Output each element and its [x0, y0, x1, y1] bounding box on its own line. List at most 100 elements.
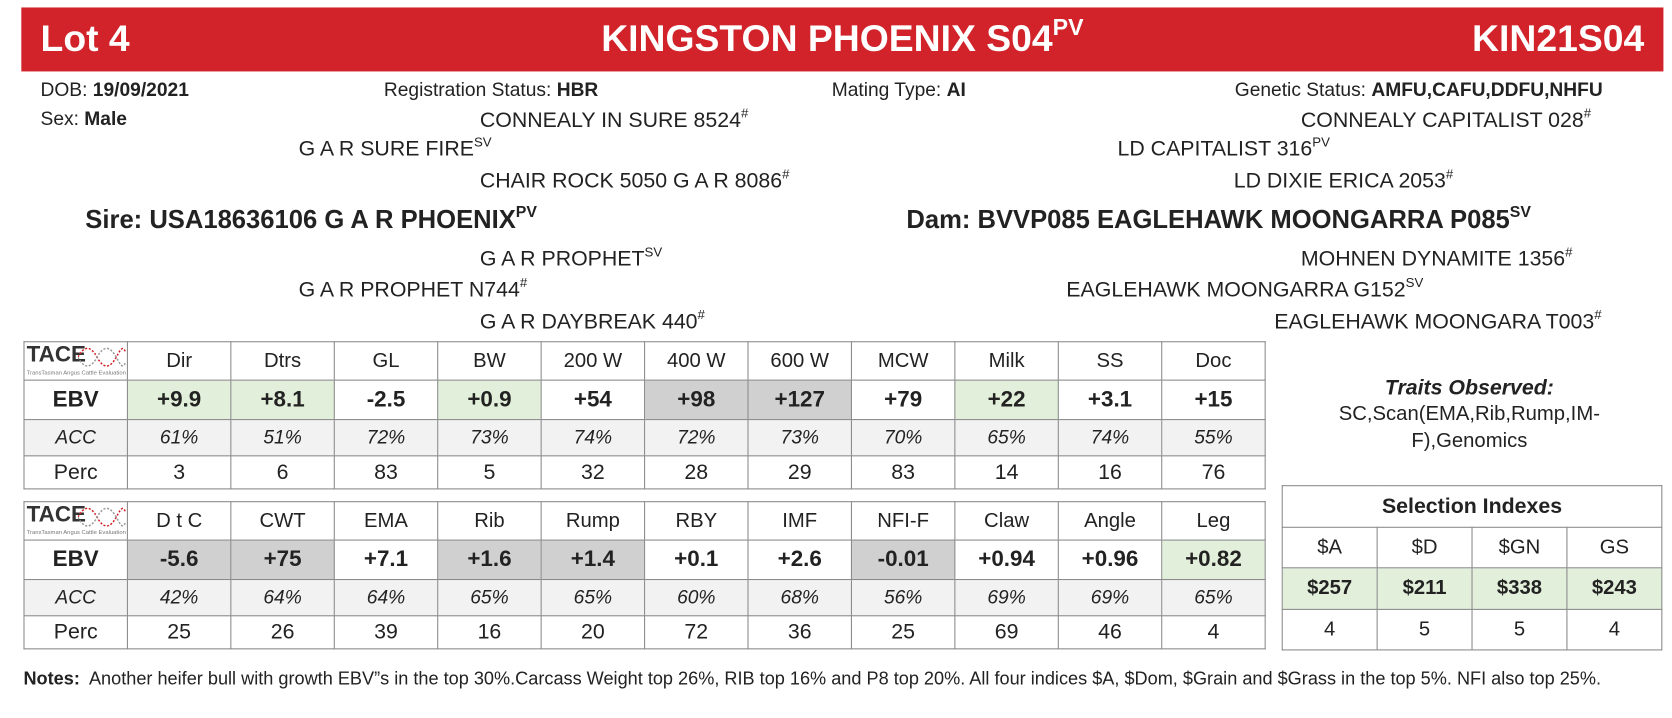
notes: Notes: Another heifer bull with growth E…: [23, 666, 1665, 692]
header-row: TACE TransTasman Angus Cattle Evaluation D…: [23, 341, 1266, 381]
selection-title-row: Selection Indexes: [1281, 485, 1663, 528]
pedigree-entry: MOHNEN DYNAMITE 1356#: [1301, 245, 1573, 272]
pedigree-name: CONNEALY IN SURE 8524: [479, 108, 741, 133]
pedigree-entry: G A R DAYBREAK 440#: [479, 308, 705, 335]
genetic-label: Genetic Status:: [1234, 78, 1367, 101]
value-cell: 39: [333, 615, 439, 650]
pedigree-label: Sire:: [85, 205, 143, 235]
column-header: EMA: [333, 501, 439, 541]
pedigree-name: G A R DAYBREAK 440: [479, 310, 698, 334]
column-header: Dir: [126, 341, 232, 381]
value-cell: 28: [644, 455, 749, 490]
value-cell: 72%: [644, 419, 749, 457]
column-header: D t C: [126, 501, 232, 541]
perc-cell: 4: [1566, 608, 1663, 651]
lot-number: Lot 4: [40, 18, 130, 60]
column-header: Rump: [540, 501, 646, 541]
ebv-row: EBV -5.6 +75 +7.1 +1.6 +1.4 +0.1 +2.6 -0.01 +0.94…: [23, 539, 1266, 581]
pedigree-entry: G A R PROPHETSV: [480, 245, 662, 272]
value-cell: +22: [954, 379, 1059, 421]
pedigree-entry: EAGLEHAWK MOONGARRA G152SV: [1066, 276, 1423, 303]
value-cell: +79: [850, 379, 956, 421]
perc-cell: 5: [1376, 608, 1473, 651]
pedigree-suffix: SV: [473, 134, 492, 150]
value-cell: +7.1: [333, 539, 439, 581]
value-cell: 65%: [437, 579, 542, 617]
column-header: GS: [1566, 526, 1663, 569]
row-label: Perc: [23, 455, 128, 490]
pedigree-name: USA18636106 G A R PHOENIX: [149, 205, 516, 235]
mating-value: AI: [946, 78, 966, 101]
genetic: Genetic Status: AMFU,CAFU,DDFU,NHFU: [1235, 79, 1603, 101]
column-header: Angle: [1057, 501, 1163, 541]
value-cell: +0.96: [1057, 539, 1163, 581]
pedigree-name: CHAIR ROCK 5050 G A R 8086: [479, 169, 783, 194]
value-cell: 72: [644, 615, 749, 650]
value-cell: +0.9: [437, 379, 542, 421]
pedigree-entry: CONNEALY IN SURE 8524#: [479, 105, 749, 134]
tace-logo: TACE TransTasman Angus Cattle Evaluation: [23, 501, 128, 541]
value-cell: +127: [747, 379, 852, 421]
value-cell: 55%: [1161, 419, 1266, 457]
column-header: Leg: [1161, 501, 1266, 541]
value-cell: +9.9: [126, 379, 232, 421]
value-cell: +98: [644, 379, 749, 421]
value-cell: 76: [1161, 455, 1266, 490]
header-row: TACE TransTasman Angus Cattle Evaluation D…: [23, 501, 1266, 541]
value-cell: +0.82: [1161, 539, 1266, 581]
value-cell: $257: [1281, 567, 1378, 610]
column-header: $D: [1376, 526, 1473, 569]
pedigree-entry: Dam: BVVP085 EAGLEHAWK MOONGARRA P085SV: [906, 205, 1531, 236]
pedigree-suffix: #: [782, 166, 790, 182]
dob: DOB: 19/09/2021: [41, 79, 189, 101]
value-cell: 29: [747, 455, 852, 490]
value-cell: 3: [126, 455, 232, 490]
row-label: ACC: [23, 419, 128, 457]
column-header: Milk: [954, 341, 1059, 381]
value-cell: 69%: [1057, 579, 1163, 617]
column-header: IMF: [747, 501, 852, 541]
value-cell: 36: [747, 615, 852, 650]
pedigree-entry: G A R SURE FIRESV: [299, 134, 492, 163]
column-header: Dtrs: [230, 341, 335, 381]
value-cell: 65%: [540, 579, 646, 617]
ebv-row: Perc 3 6 83 5 32 28 29 83 14 16 76: [23, 455, 1266, 490]
value-cell: 70%: [850, 419, 956, 457]
column-header: RBY: [644, 501, 749, 541]
column-header: 600 W: [747, 341, 852, 381]
traits-text: SC,Scan(EMA,Rib,Rump,IM-F),Genomics: [1338, 403, 1600, 453]
value-cell: 68%: [747, 579, 852, 617]
value-cell: 73%: [437, 419, 542, 457]
pedigree-entry: G A R PROPHET N744#: [299, 276, 528, 303]
pedigree-entry: CONNEALY CAPITALIST 028#: [1301, 105, 1592, 134]
registration-label: Registration Status:: [383, 78, 552, 101]
value-cell: +54: [540, 379, 646, 421]
value-cell: $243: [1566, 567, 1663, 610]
pedigree-suffix: #: [740, 105, 749, 121]
column-header: Doc: [1161, 341, 1266, 381]
value-cell: 25: [850, 615, 956, 650]
pedigree-entry: LD DIXIE ERICA 2053#: [1234, 168, 1454, 195]
logo-graphic: [77, 347, 126, 367]
column-header: GL: [333, 341, 439, 381]
genetic-value: AMFU,CAFU,DDFU,NHFU: [1371, 78, 1603, 101]
value-cell: 51%: [230, 419, 335, 457]
value-cell: +1.6: [437, 539, 542, 581]
row-label: Perc: [23, 615, 128, 650]
pedigree-suffix: #: [1594, 307, 1602, 323]
value-cell: $211: [1376, 567, 1473, 610]
name-text: KINGSTON PHOENIX S04: [601, 18, 1053, 60]
row-label: ACC: [23, 579, 128, 617]
value-cell: +75: [230, 539, 335, 581]
value-cell: +3.1: [1057, 379, 1163, 421]
value-cell: +0.1: [644, 539, 749, 581]
value-cell: 65%: [954, 419, 1059, 457]
value-cell: 14: [954, 455, 1059, 490]
pedigree-name: LD CAPITALIST 316: [1117, 137, 1313, 162]
value-cell: 74%: [540, 419, 646, 457]
logo-graphic: [77, 507, 126, 527]
pedigree-suffix: #: [1583, 105, 1592, 121]
value-cell: 4: [1161, 615, 1266, 650]
